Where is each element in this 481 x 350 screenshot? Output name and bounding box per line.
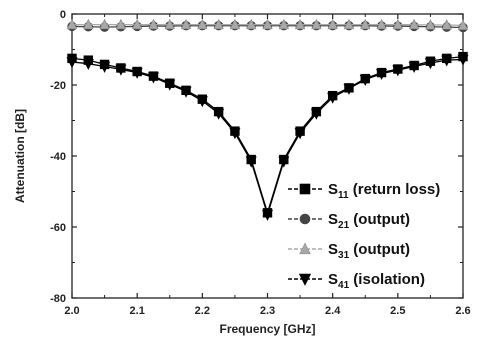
series-41 bbox=[66, 54, 469, 221]
data-point-41 bbox=[229, 128, 241, 140]
data-point-41 bbox=[343, 83, 355, 95]
legend-marker bbox=[299, 183, 311, 195]
data-point-31 bbox=[278, 18, 289, 30]
data-point-41 bbox=[457, 54, 469, 66]
data-point-41 bbox=[376, 68, 388, 80]
data-point-31 bbox=[376, 18, 387, 30]
x-tick-label: 2.3 bbox=[260, 305, 275, 317]
data-point-31 bbox=[66, 18, 78, 30]
data-point-41 bbox=[278, 156, 290, 168]
y-axis-title: Attenuation [dB] bbox=[13, 109, 27, 203]
data-point-41 bbox=[424, 58, 436, 70]
data-point-41 bbox=[359, 74, 371, 86]
x-axis-title: Frequency [GHz] bbox=[219, 322, 315, 336]
legend-item-11: S11 (return loss) bbox=[288, 181, 440, 201]
series-31 bbox=[66, 18, 469, 30]
x-tick-label: 2.2 bbox=[195, 305, 210, 317]
data-point-31 bbox=[131, 18, 143, 30]
data-point-31 bbox=[311, 18, 322, 30]
data-point-31 bbox=[294, 18, 306, 30]
data-point-31 bbox=[246, 18, 257, 30]
data-point-31 bbox=[197, 18, 208, 30]
legend-item-41: S41 (isolation) bbox=[288, 271, 425, 291]
data-point-41 bbox=[66, 57, 78, 69]
data-point-31 bbox=[180, 18, 192, 30]
data-point-41 bbox=[131, 67, 143, 79]
data-point-31 bbox=[408, 18, 420, 30]
series-layer bbox=[66, 18, 469, 221]
data-point-41 bbox=[392, 65, 404, 77]
legend-item-21: S21 (output) bbox=[288, 211, 410, 231]
legend-label: S31 (output) bbox=[328, 241, 410, 261]
data-point-31 bbox=[262, 18, 273, 30]
legend-marker bbox=[299, 213, 311, 225]
legend-label: S11 (return loss) bbox=[328, 181, 440, 201]
y-tick-label: -40 bbox=[50, 151, 66, 163]
data-point-31 bbox=[360, 18, 371, 30]
x-tick-label: 2.5 bbox=[390, 305, 405, 317]
legend-marker bbox=[298, 273, 312, 286]
data-point-41 bbox=[261, 209, 274, 221]
y-tick-label: 0 bbox=[60, 9, 66, 21]
y-tick-label: -20 bbox=[50, 80, 66, 92]
data-point-31 bbox=[425, 19, 436, 30]
data-point-31 bbox=[392, 18, 404, 30]
data-point-31 bbox=[83, 18, 94, 30]
data-point-31 bbox=[327, 18, 338, 30]
data-point-41 bbox=[408, 61, 420, 73]
data-point-31 bbox=[213, 18, 224, 30]
data-point-41 bbox=[245, 156, 257, 168]
y-tick-label: -60 bbox=[50, 222, 66, 234]
legend-marker bbox=[299, 242, 311, 255]
data-point-41 bbox=[213, 108, 225, 120]
data-point-31 bbox=[229, 18, 241, 30]
ticks-layer: 2.0 2.1 2.2 2.3 2.4 2.5 2.6 0 -20 -40 -60 -80 bbox=[50, 9, 471, 317]
data-point-41 bbox=[441, 55, 453, 67]
x-tick-label: 2.4 bbox=[325, 305, 341, 317]
data-point-41 bbox=[99, 61, 111, 73]
legend: S11 (return loss) S21 (output) S31 (output… bbox=[288, 181, 440, 291]
y-tick-label: -80 bbox=[50, 293, 66, 305]
data-point-31 bbox=[441, 19, 452, 30]
data-point-41 bbox=[115, 64, 127, 76]
data-point-41 bbox=[164, 79, 176, 91]
data-point-31 bbox=[343, 18, 355, 30]
data-point-41 bbox=[294, 128, 306, 140]
data-point-41 bbox=[147, 72, 159, 84]
data-point-31 bbox=[99, 18, 110, 30]
data-point-41 bbox=[82, 59, 94, 71]
data-point-31 bbox=[115, 18, 127, 30]
data-point-31 bbox=[164, 18, 175, 30]
data-point-41 bbox=[180, 86, 192, 98]
x-tick-label: 2.0 bbox=[64, 305, 79, 317]
data-point-31 bbox=[148, 18, 159, 30]
legend-label: S21 (output) bbox=[328, 211, 410, 231]
legend-item-31: S31 (output) bbox=[288, 241, 410, 261]
x-tick-label: 2.6 bbox=[455, 305, 470, 317]
data-point-31 bbox=[457, 19, 469, 30]
data-point-41 bbox=[310, 108, 322, 120]
legend-label: S41 (isolation) bbox=[328, 271, 425, 291]
data-point-41 bbox=[327, 92, 339, 104]
data-point-41 bbox=[196, 96, 208, 108]
x-tick-label: 2.1 bbox=[130, 305, 145, 317]
